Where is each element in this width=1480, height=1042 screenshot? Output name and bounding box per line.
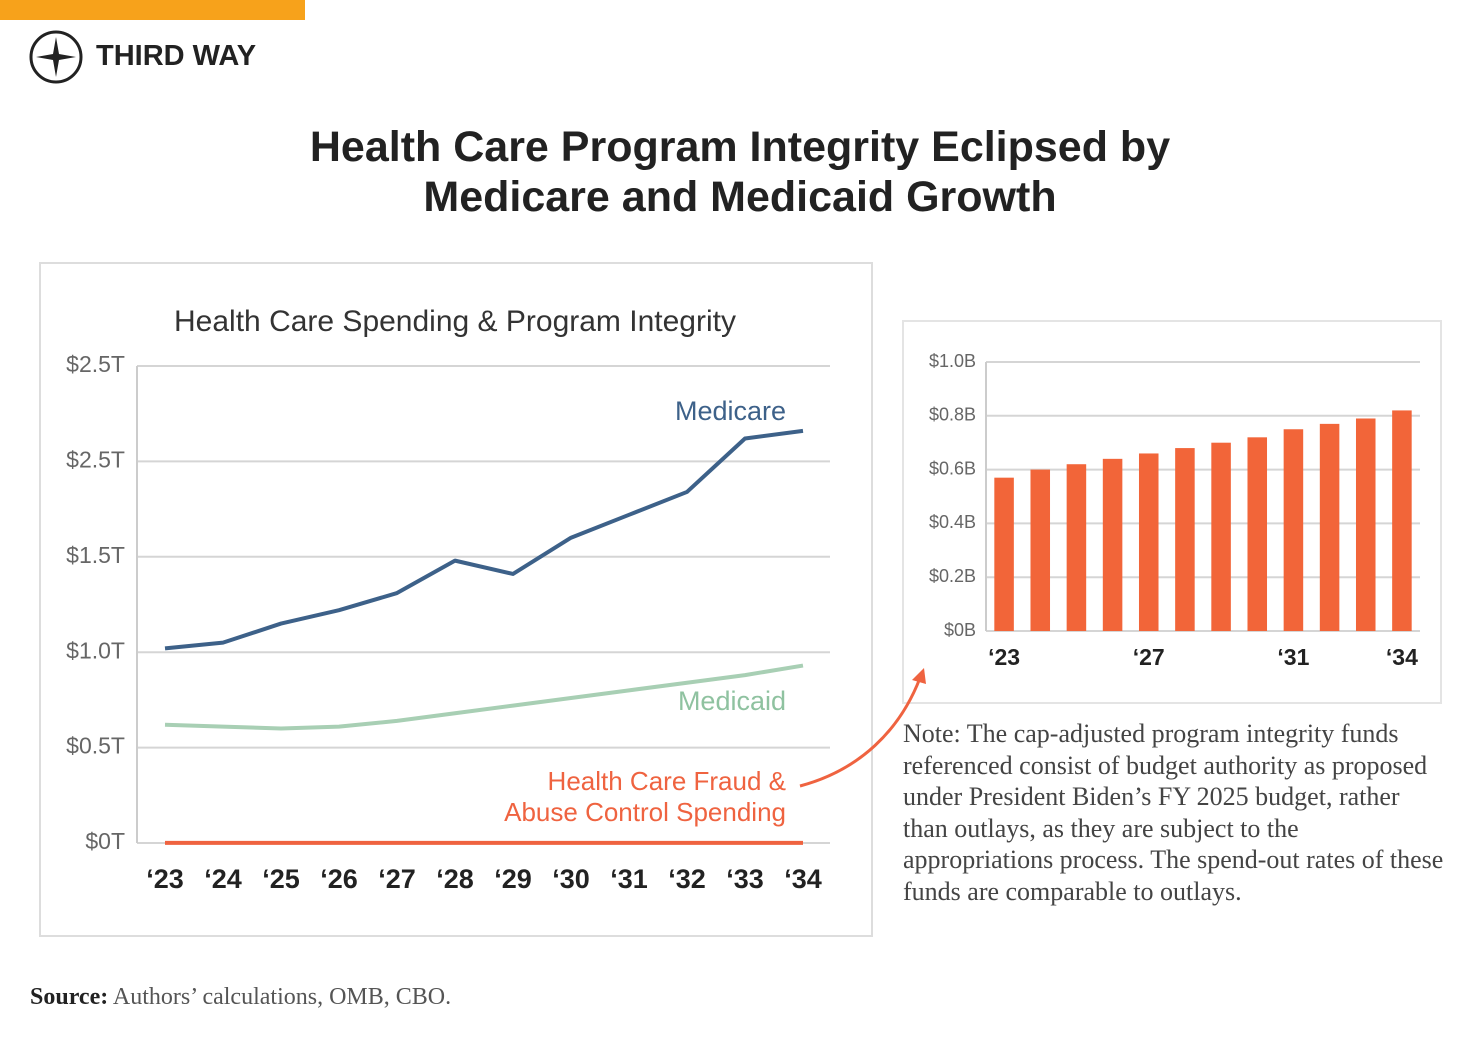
arrow-head (912, 668, 926, 684)
panel (902, 320, 1442, 704)
y-tick-label: $0.8B (929, 405, 976, 425)
series-label: Medicaid (678, 686, 786, 716)
bar (994, 477, 1014, 631)
x-tick-label: ‘25 (262, 864, 300, 894)
y-tick-label: $2.5T (66, 351, 125, 377)
y-tick-label: $0.2B (929, 566, 976, 586)
bar (1030, 469, 1051, 631)
brand-bar (0, 0, 305, 20)
bar (1247, 437, 1268, 631)
y-tick-label: $2.5T (66, 446, 125, 472)
panel (39, 262, 873, 937)
logo (29, 30, 83, 84)
bar (1355, 418, 1376, 631)
x-tick-label: ‘26 (320, 864, 358, 894)
x-tick-label: ‘27 (1133, 644, 1165, 670)
bar (1102, 458, 1123, 631)
bar (1138, 453, 1159, 631)
series-line (164, 663, 804, 731)
x-tick-label: ‘29 (494, 864, 532, 894)
x-tick-label: ‘34 (1386, 644, 1418, 670)
x-tick-label: ‘23 (988, 644, 1020, 670)
y-tick-label: $0B (944, 620, 976, 640)
y-tick-label: $0.6B (929, 458, 976, 478)
x-tick-label: ‘31 (610, 864, 648, 894)
x-tick-label: ‘23 (146, 864, 184, 894)
bar (1066, 464, 1087, 631)
brand: THIRD WAY (96, 40, 257, 72)
y-tick-label: $0T (85, 828, 125, 854)
x-tick-label: ‘28 (436, 864, 474, 894)
source-text: Authors’ calculations, OMB, CBO. (112, 984, 452, 1010)
series-line (164, 428, 804, 651)
page-title: Health Care Program Integrity Eclipsed b… (309, 123, 1171, 221)
x-tick-label: ‘27 (378, 864, 416, 894)
y-tick-label: $1.0T (66, 637, 125, 663)
bar (1283, 429, 1304, 631)
y-tick-label: $0.4B (929, 512, 976, 532)
chart-title: Health Care Spending & Program Integrity (174, 305, 736, 338)
x-tick-label: ‘30 (552, 864, 590, 894)
y-tick-label: $1.5T (66, 542, 125, 568)
source-label: Source: (30, 984, 109, 1010)
bar (1392, 410, 1412, 631)
bar (1211, 442, 1231, 631)
x-tick-label: ‘32 (668, 864, 706, 894)
x-tick-label: ‘24 (204, 864, 242, 894)
note: Note: The cap-adjusted program integrity… (903, 719, 1444, 906)
series-label: Medicare (675, 396, 786, 426)
series-label: Health Care Fraud & Abuse Control Spendi… (504, 766, 786, 827)
y-tick-label: $0.5T (66, 733, 125, 759)
y-tick-label: $1.0B (929, 351, 976, 371)
x-tick-label: ‘34 (784, 864, 822, 894)
arrow (799, 677, 922, 788)
source: Source: Authors’ calculations, OMB, CBO. (30, 984, 451, 1011)
bar (1175, 448, 1195, 631)
bar (1319, 423, 1340, 631)
x-tick-label: ‘31 (1277, 644, 1309, 670)
x-tick-label: ‘33 (726, 864, 764, 894)
